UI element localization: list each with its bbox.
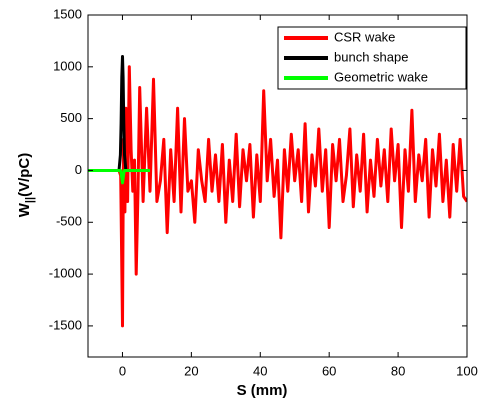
- y-tick-label: 1500: [53, 6, 82, 21]
- data-line: [88, 65, 467, 328]
- y-label-base: W: [16, 202, 33, 217]
- y-tick-label: 0: [75, 162, 82, 177]
- data-line: [117, 55, 128, 171]
- x-tick-label: 100: [456, 363, 478, 378]
- legend-label: CSR wake: [334, 29, 395, 44]
- x-tick-label: 60: [322, 363, 336, 378]
- y-label-rest: (V/pC): [16, 153, 33, 197]
- data-line: [88, 169, 150, 185]
- y-axis-label: W||(V/pC): [16, 153, 36, 218]
- axes-box: [87, 14, 468, 358]
- legend-label: Geometric wake: [334, 69, 428, 84]
- y-tick-label: -1500: [49, 317, 82, 332]
- x-axis-label: S (mm): [237, 382, 288, 399]
- x-tick-label: 40: [253, 363, 267, 378]
- legend-label: bunch shape: [334, 49, 408, 64]
- y-tick-label: -500: [56, 214, 82, 229]
- y-tick-label: 500: [60, 110, 82, 125]
- x-tick-label: 20: [184, 363, 198, 378]
- y-tick-label: 1000: [53, 58, 82, 73]
- x-tick-label: 0: [119, 363, 126, 378]
- y-label-sub: ||: [24, 197, 36, 203]
- x-tick-label: 80: [391, 363, 405, 378]
- y-tick-label: -1000: [49, 266, 82, 281]
